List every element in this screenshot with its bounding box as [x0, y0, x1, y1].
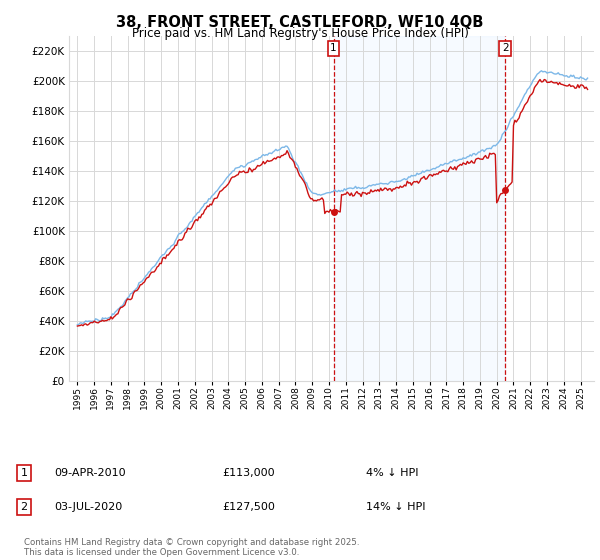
Text: 1: 1: [330, 44, 337, 53]
Text: £113,000: £113,000: [222, 468, 275, 478]
Text: 4% ↓ HPI: 4% ↓ HPI: [366, 468, 419, 478]
Text: 14% ↓ HPI: 14% ↓ HPI: [366, 502, 425, 512]
Text: 2: 2: [502, 44, 508, 53]
Text: Contains HM Land Registry data © Crown copyright and database right 2025.
This d: Contains HM Land Registry data © Crown c…: [24, 538, 359, 557]
Text: Price paid vs. HM Land Registry's House Price Index (HPI): Price paid vs. HM Land Registry's House …: [131, 27, 469, 40]
Bar: [334, 36, 505, 381]
Text: 2: 2: [20, 502, 28, 512]
Text: 03-JUL-2020: 03-JUL-2020: [54, 502, 122, 512]
Text: 09-APR-2010: 09-APR-2010: [54, 468, 125, 478]
Legend: 38, FRONT STREET, CASTLEFORD, WF10 4QB (semi-detached house), HPI: Average price: 38, FRONT STREET, CASTLEFORD, WF10 4QB (…: [129, 394, 534, 432]
Text: £127,500: £127,500: [222, 502, 275, 512]
Text: 1: 1: [20, 468, 28, 478]
Text: 38, FRONT STREET, CASTLEFORD, WF10 4QB: 38, FRONT STREET, CASTLEFORD, WF10 4QB: [116, 15, 484, 30]
